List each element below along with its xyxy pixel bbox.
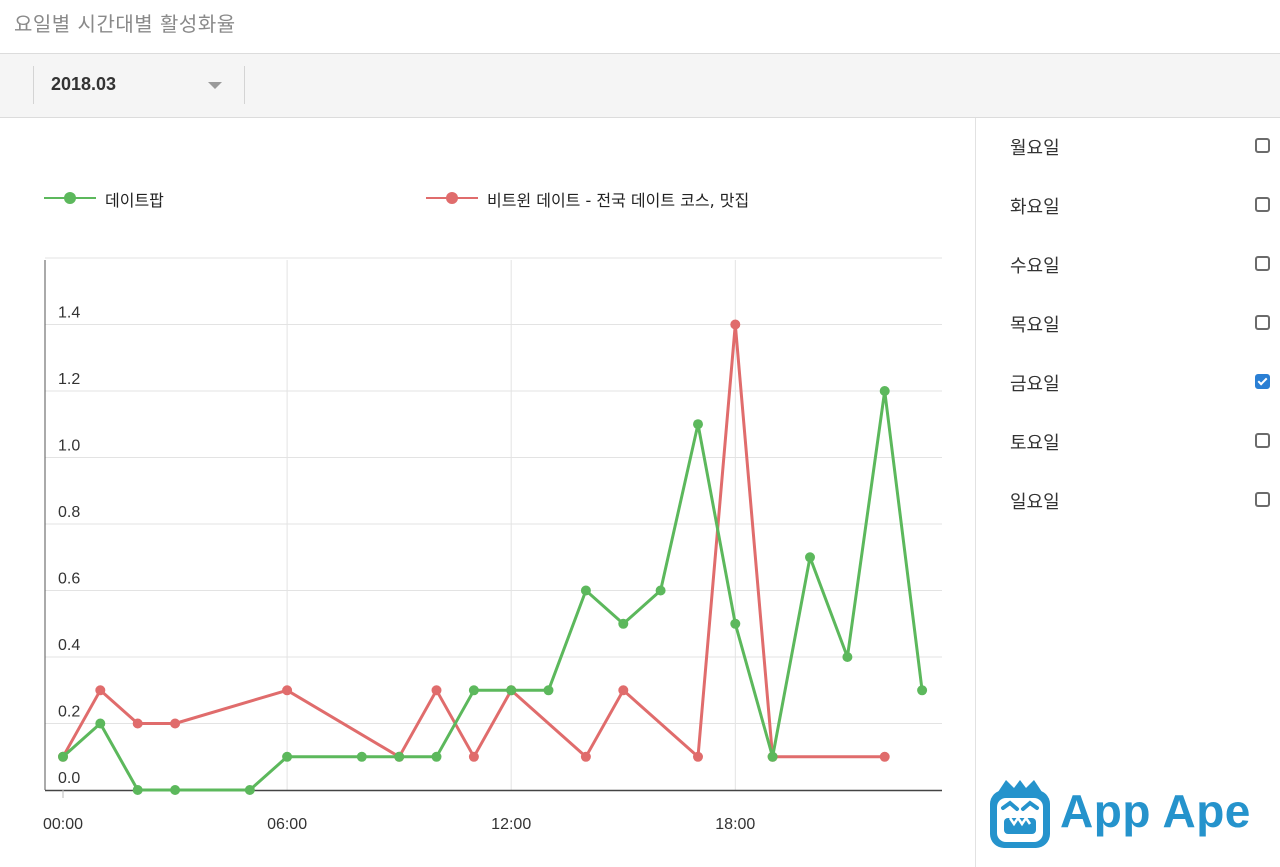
line-chart: 0.0 0.2 0.4 0.6 0.8 1.0 1.2 1.4 00:00 06:00 12:00 1…: [43, 257, 942, 833]
data-point: [917, 685, 928, 696]
day-checkbox[interactable]: [1255, 138, 1270, 153]
data-point: [356, 751, 367, 762]
data-point: [282, 685, 293, 696]
x-tick-label: 00:00: [43, 816, 83, 833]
data-point: [431, 685, 442, 696]
day-option-mon[interactable]: 월요일: [976, 128, 1280, 168]
day-option-wed[interactable]: 수요일: [976, 246, 1280, 286]
data-point: [95, 685, 106, 696]
data-point: [618, 618, 629, 629]
data-point: [244, 785, 255, 795]
day-filter-panel: 월요일 화요일 수요일 목요일 금요일 토요일 일요일: [976, 118, 1280, 867]
data-point: [580, 585, 591, 596]
data-point: [693, 419, 703, 430]
legend-label: 데이트팝: [105, 191, 164, 210]
data-point: [431, 751, 442, 762]
data-point: [543, 685, 554, 696]
legend-marker: [64, 192, 76, 204]
x-tick-label: 18:00: [715, 816, 755, 833]
day-checkbox[interactable]: [1255, 492, 1270, 507]
day-option-sun[interactable]: 일요일: [976, 482, 1280, 522]
ape-face-icon: [990, 780, 1050, 848]
data-point: [170, 718, 181, 729]
data-point: [730, 618, 741, 629]
data-point: [879, 386, 890, 396]
day-label: 토요일: [1010, 433, 1060, 454]
data-point: [730, 319, 741, 330]
data-point: [842, 652, 853, 662]
data-point: [655, 585, 666, 596]
day-checkbox[interactable]: [1255, 197, 1270, 212]
day-label: 수요일: [1010, 256, 1060, 277]
chart-area: 데이트팝 비트윈 데이트 - 전국 데이트 코스, 맛집 0.0 0.2 0.4 0.…: [0, 118, 975, 867]
day-option-sat[interactable]: 토요일: [976, 423, 1280, 463]
day-label: 월요일: [1010, 138, 1060, 159]
y-tick-label: 1.4: [58, 305, 80, 322]
logo-text: App Ape: [1060, 785, 1251, 837]
y-tick-label: 0.8: [58, 504, 80, 521]
y-tick-label: 0.0: [58, 770, 80, 787]
y-tick-label: 0.6: [58, 571, 80, 588]
page-title: 요일별 시간대별 활성화율: [14, 12, 236, 36]
day-checkbox[interactable]: [1255, 315, 1270, 330]
title-bar: 요일별 시간대별 활성화율: [0, 0, 1280, 54]
data-point: [468, 751, 479, 762]
data-point: [95, 718, 106, 729]
legend-marker: [446, 192, 458, 204]
day-option-fri[interactable]: 금요일: [976, 364, 1280, 404]
data-point: [282, 751, 293, 762]
day-checkbox[interactable]: [1255, 256, 1270, 271]
y-tick-label: 0.2: [58, 704, 80, 721]
day-label: 일요일: [1010, 492, 1060, 513]
series-line: [62, 389, 924, 792]
data-point: [394, 751, 405, 762]
toolbar: 2018.03: [0, 54, 1280, 118]
day-label: 목요일: [1010, 315, 1060, 336]
data-point: [805, 552, 815, 563]
day-option-thu[interactable]: 목요일: [976, 305, 1280, 345]
data-point: [618, 685, 629, 696]
month-select[interactable]: 2018.03: [33, 66, 245, 104]
data-point: [506, 685, 517, 696]
data-point: [132, 718, 143, 729]
month-select-value: 2018.03: [51, 74, 117, 94]
x-tick-label: 06:00: [267, 816, 307, 833]
data-point: [468, 685, 479, 696]
legend-label: 비트윈 데이트 - 전국 데이트 코스, 맛집: [487, 191, 750, 210]
day-checkbox[interactable]: [1255, 374, 1270, 389]
divider: [975, 118, 976, 867]
y-tick-label: 0.4: [58, 637, 80, 654]
x-tick-label: 12:00: [491, 816, 531, 833]
day-label: 금요일: [1010, 374, 1060, 395]
day-checkbox[interactable]: [1255, 433, 1270, 448]
data-point: [767, 751, 778, 762]
data-point: [170, 785, 181, 795]
day-label: 화요일: [1010, 197, 1060, 218]
data-point: [580, 751, 591, 762]
data-point: [58, 751, 68, 762]
data-point: [693, 751, 703, 762]
day-option-tue[interactable]: 화요일: [976, 187, 1280, 227]
app-ape-logo: App Ape: [988, 778, 1251, 850]
data-point: [132, 785, 143, 795]
caret-down-icon: [208, 82, 222, 89]
y-tick-label: 1.2: [58, 371, 80, 388]
data-point: [879, 751, 890, 762]
y-tick-label: 1.0: [58, 438, 80, 455]
